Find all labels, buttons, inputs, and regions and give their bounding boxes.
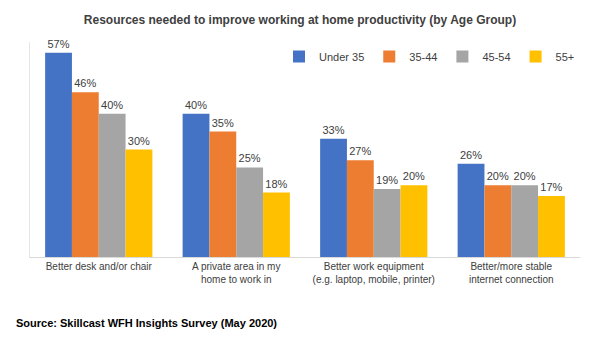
svg-text:27%: 27% <box>349 145 371 157</box>
svg-text:57%: 57% <box>47 38 69 50</box>
svg-text:20%: 20% <box>487 170 509 182</box>
svg-text:19%: 19% <box>376 174 398 186</box>
svg-text:18%: 18% <box>265 178 287 190</box>
svg-text:30%: 30% <box>128 135 150 147</box>
svg-text:26%: 26% <box>460 149 482 161</box>
svg-text:Better work equipment(e.g. lap: Better work equipment(e.g. laptop, mobil… <box>313 261 435 285</box>
svg-text:40%: 40% <box>185 99 207 111</box>
svg-text:46%: 46% <box>74 77 96 89</box>
svg-text:35%: 35% <box>212 117 234 129</box>
svg-text:20%: 20% <box>514 170 536 182</box>
svg-text:25%: 25% <box>239 152 261 164</box>
svg-text:17%: 17% <box>540 181 562 193</box>
svg-text:Resources needed to improve wo: Resources needed to improve working at h… <box>84 13 516 27</box>
svg-text:Under 35: Under 35 <box>319 51 364 63</box>
svg-text:40%: 40% <box>101 99 123 111</box>
svg-text:Better/more stableinternet con: Better/more stableinternet connection <box>469 261 554 285</box>
svg-text:35-44: 35-44 <box>409 51 437 63</box>
svg-text:Better desk and/or chair: Better desk and/or chair <box>46 261 153 272</box>
svg-text:20%: 20% <box>403 170 425 182</box>
svg-text:45-54: 45-54 <box>482 51 510 63</box>
svg-text:A private area in myhome to wo: A private area in myhome to work in <box>192 261 280 285</box>
svg-text:55+: 55+ <box>556 51 575 63</box>
svg-text:33%: 33% <box>322 124 344 136</box>
svg-text:Source: Skillcast WFH Insights: Source: Skillcast WFH Insights Survey (M… <box>16 317 277 329</box>
